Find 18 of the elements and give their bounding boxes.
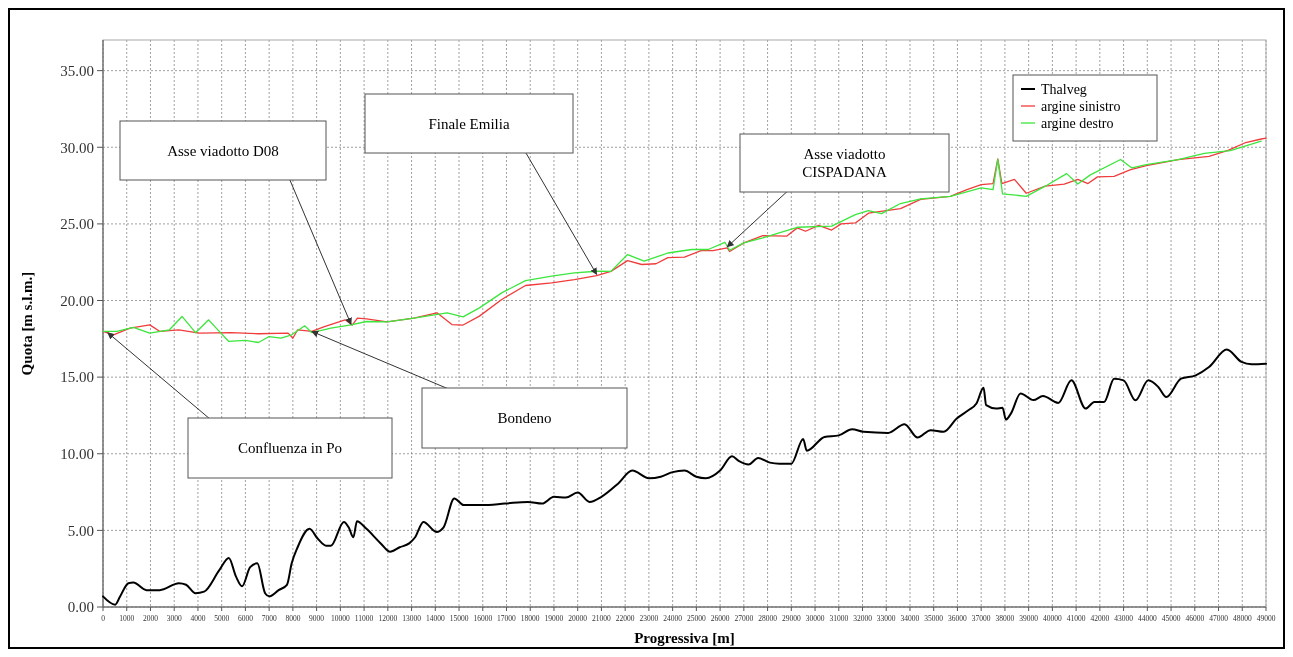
annotation: Confluenza in Po (237, 440, 343, 457)
legend-label: argine sinistro (1041, 98, 1121, 114)
annotation: Asse viadotto D08 (167, 142, 279, 159)
y-tick-label: 5.00 (67, 522, 94, 539)
legend-label: argine destro (1041, 115, 1114, 131)
y-axis-title: Quota [m s.l.m.] (19, 271, 35, 376)
y-tick-label: 30.00 (60, 139, 94, 156)
y-tick-label: 35.00 (60, 62, 94, 79)
y-tick-label: 10.00 (60, 446, 94, 463)
annotation: Asse viadotto CISPADANA (802, 146, 887, 181)
y-tick-label: 25.00 (60, 216, 94, 233)
annotation: Finale Emilia (428, 115, 510, 132)
y-tick-label: 20.00 (60, 292, 94, 309)
x-axis-title: Progressiva [m] (634, 630, 735, 646)
y-tick-label: 15.00 (60, 369, 94, 386)
legend-label: Thalveg (1041, 81, 1087, 97)
annotation: Bondeno (497, 410, 552, 427)
y-tick-label: 0.00 (67, 599, 94, 616)
